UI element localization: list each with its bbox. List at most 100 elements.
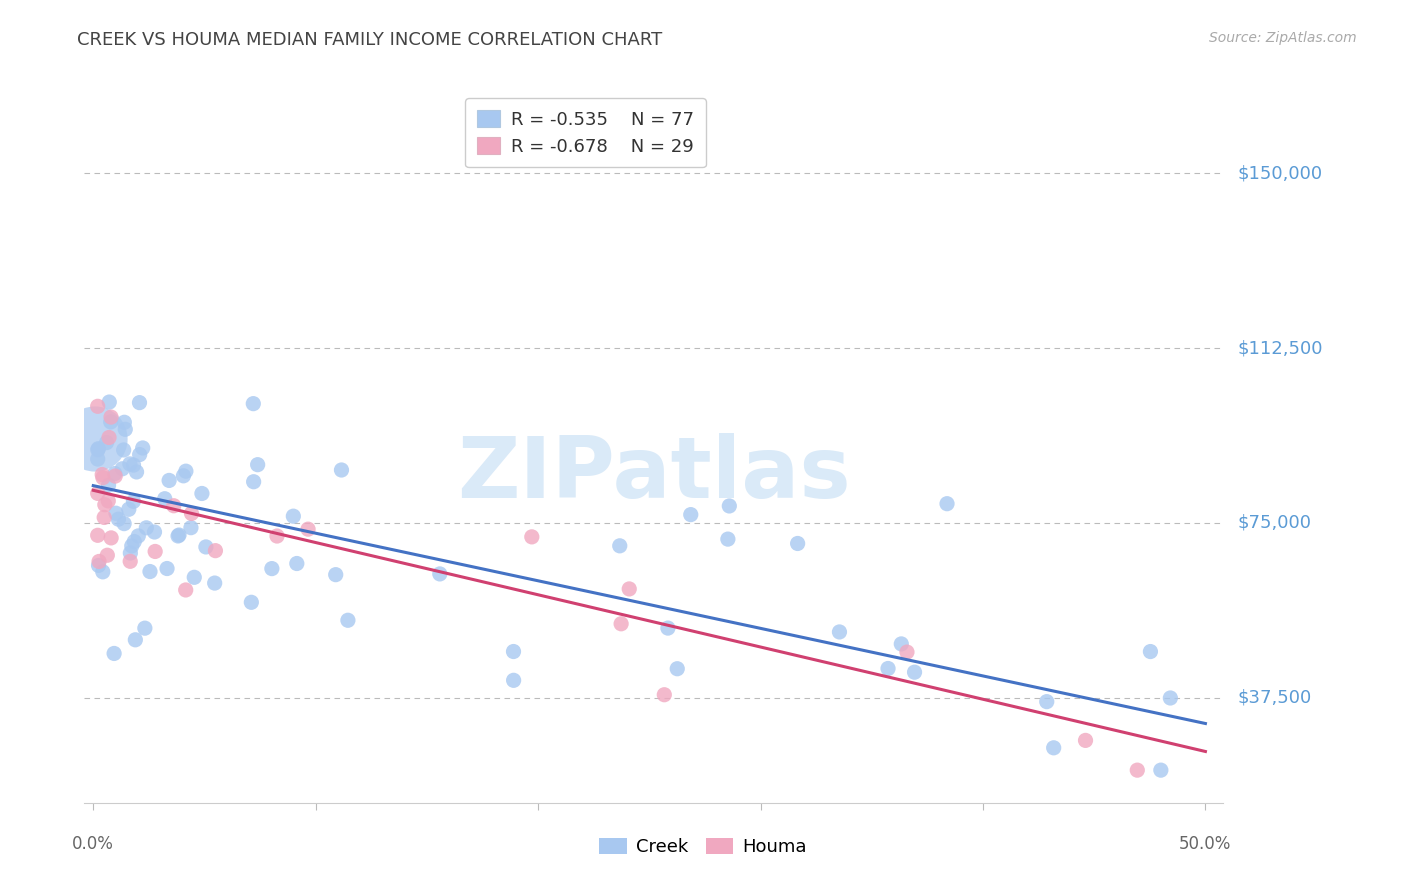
Point <box>610 616 633 631</box>
Point <box>86 452 108 467</box>
Point <box>134 621 156 635</box>
Point <box>122 458 145 472</box>
Point <box>104 467 127 481</box>
Text: $112,500: $112,500 <box>1237 339 1323 357</box>
Point <box>91 565 114 579</box>
Point <box>204 576 226 591</box>
Point <box>242 475 264 489</box>
Point <box>1139 644 1161 658</box>
Point <box>98 395 121 409</box>
Point <box>143 524 166 539</box>
Point <box>163 499 186 513</box>
Point <box>96 548 118 562</box>
Text: 50.0%: 50.0% <box>1180 835 1232 853</box>
Point <box>180 521 202 535</box>
Point <box>180 507 202 521</box>
Point <box>118 502 141 516</box>
Point <box>120 546 142 560</box>
Point <box>609 539 631 553</box>
Text: CREEK VS HOUMA MEDIAN FAMILY INCOME CORRELATION CHART: CREEK VS HOUMA MEDIAN FAMILY INCOME CORR… <box>77 31 662 49</box>
Point <box>652 688 675 702</box>
Point <box>828 624 851 639</box>
Point <box>128 395 150 409</box>
Point <box>285 557 308 571</box>
Point <box>297 522 319 536</box>
Point <box>174 582 197 597</box>
Point <box>429 566 451 581</box>
Point <box>1159 691 1181 706</box>
Point <box>717 532 740 546</box>
Point <box>135 521 157 535</box>
Point <box>91 467 114 482</box>
Point <box>111 462 134 476</box>
Point <box>128 448 150 462</box>
Point <box>132 441 155 455</box>
Point <box>657 621 679 635</box>
Point <box>204 543 226 558</box>
Point <box>903 665 925 680</box>
Point <box>96 435 118 450</box>
Point <box>157 474 180 488</box>
Text: 0.0%: 0.0% <box>72 835 114 853</box>
Point <box>1126 763 1149 777</box>
Point <box>112 415 135 429</box>
Point <box>1150 763 1173 777</box>
Point <box>91 471 114 485</box>
Point <box>246 458 269 472</box>
Text: $150,000: $150,000 <box>1237 164 1322 182</box>
Point <box>86 486 108 500</box>
Point <box>1035 695 1057 709</box>
Point <box>679 508 702 522</box>
Point <box>336 613 359 627</box>
Point <box>786 536 808 550</box>
Point <box>266 529 288 543</box>
Point <box>1074 733 1097 747</box>
Point <box>86 528 108 542</box>
Text: Source: ZipAtlas.com: Source: ZipAtlas.com <box>1209 31 1357 45</box>
Point <box>114 422 136 436</box>
Point <box>107 512 129 526</box>
Point <box>240 595 263 609</box>
Point <box>167 528 190 542</box>
Point <box>94 498 117 512</box>
Point <box>87 554 110 568</box>
Point <box>172 468 194 483</box>
Point <box>1042 740 1064 755</box>
Point <box>121 539 143 553</box>
Point <box>87 442 110 456</box>
Point <box>120 554 142 568</box>
Point <box>87 558 110 573</box>
Point <box>124 632 146 647</box>
Point <box>98 430 121 444</box>
Point <box>619 582 641 596</box>
Point <box>502 644 524 658</box>
Point <box>153 491 176 506</box>
Point <box>122 534 145 549</box>
Point <box>84 432 107 446</box>
Point <box>97 478 120 492</box>
Legend: Creek, Houma: Creek, Houma <box>592 830 814 863</box>
Point <box>112 516 135 531</box>
Point <box>502 673 524 688</box>
Point <box>718 499 741 513</box>
Point <box>877 661 900 675</box>
Point <box>125 465 148 479</box>
Point <box>890 637 912 651</box>
Point <box>936 497 959 511</box>
Point <box>896 645 918 659</box>
Point <box>330 463 353 477</box>
Point <box>520 530 543 544</box>
Point <box>104 506 127 520</box>
Point <box>112 442 135 457</box>
Text: $75,000: $75,000 <box>1237 514 1312 532</box>
Point <box>97 494 120 508</box>
Text: ZIPatlas: ZIPatlas <box>457 433 851 516</box>
Point <box>183 570 205 584</box>
Point <box>104 469 127 483</box>
Point <box>666 662 689 676</box>
Point <box>260 561 283 575</box>
Point <box>194 540 217 554</box>
Point <box>139 565 162 579</box>
Point <box>127 529 149 543</box>
Point <box>191 486 214 500</box>
